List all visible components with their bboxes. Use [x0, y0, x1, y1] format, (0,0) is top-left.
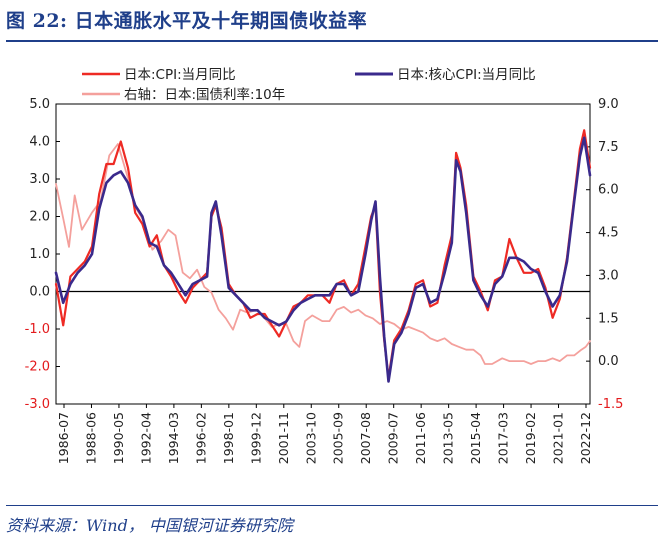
- x-tick-label: 1999-12: [248, 412, 263, 464]
- x-tick-label: 1990-05: [111, 412, 126, 464]
- legend-label-2: 右轴：日本:国债利率:10年: [124, 86, 285, 103]
- title-rule: [6, 40, 658, 42]
- y-left-tick-label: -3.0: [25, 397, 50, 412]
- x-tick-label: 2019-02: [523, 412, 538, 464]
- x-tick-label: 2005-09: [331, 412, 346, 464]
- x-tick-label: 1996-02: [193, 412, 208, 464]
- y-left-tick-label: -1.0: [25, 322, 50, 337]
- y-right-tick-label: 9.0: [598, 97, 619, 112]
- source-note: 资料来源：Wind， 中国银河证券研究院: [6, 516, 293, 535]
- x-tick-label: 2013-05: [441, 412, 456, 464]
- x-tick-label: 2017-03: [496, 412, 511, 464]
- chart-series-layer: [54, 129, 592, 383]
- x-tick-label: 1986-07: [56, 412, 71, 464]
- y-left-tick-label: 2.0: [29, 210, 50, 225]
- x-tick-label: 2022-12: [578, 412, 593, 464]
- y-right-tick-label: 6.0: [598, 183, 619, 198]
- y-right-tick-label: 4.5: [598, 226, 619, 241]
- x-tick-label: 1998-01: [221, 412, 236, 464]
- chart-axes: -3.0 -2.0 -1.0 0.0 1.0 2.0 3.0 4.0 5.0 -1.5 0.0 1.5…: [25, 97, 624, 464]
- x-tick-label: 1994-03: [166, 412, 181, 464]
- x-tick-label: 2015-04: [468, 412, 483, 464]
- x-tick-label: 1992-04: [138, 412, 153, 464]
- x-tick-label: 2021-01: [551, 412, 566, 464]
- x-tick-label: 1988-06: [83, 412, 98, 464]
- x-tick-label: 2009-07: [386, 412, 401, 464]
- figure-title: 图 22: 日本通胀水平及十年期国债收益率: [6, 10, 368, 32]
- series-line-0: [54, 129, 592, 379]
- x-tick-label: 2007-08: [358, 412, 373, 464]
- y-left-tick-label: 1.0: [29, 247, 50, 262]
- legend-label-1: 日本:核心CPI:当月同比: [397, 67, 536, 83]
- plot-frame: [55, 103, 591, 405]
- y-right-tick-label: -1.5: [598, 397, 623, 412]
- y-right-tick-label: 3.0: [598, 268, 619, 283]
- y-right-tick-label: 0.0: [598, 354, 619, 369]
- y-right-tick-label: 1.5: [598, 311, 619, 326]
- y-left-tick-label: 5.0: [29, 97, 50, 112]
- x-tick-label: 2011-06: [413, 412, 428, 464]
- x-tick-label: 2001-11: [276, 412, 291, 464]
- legend-label-0: 日本:CPI:当月同比: [124, 67, 236, 83]
- y-left-tick-label: -2.0: [25, 360, 50, 375]
- x-tick-label: 2003-10: [303, 412, 318, 464]
- y-left-tick-label: 4.0: [29, 135, 50, 150]
- series-line-2: [55, 143, 591, 365]
- source-rule: [6, 505, 658, 506]
- series-line-1: [54, 136, 592, 383]
- y-left-tick-label: 3.0: [29, 172, 50, 187]
- y-right-tick-label: 7.5: [598, 140, 619, 155]
- y-left-tick-label: 0.0: [29, 285, 50, 300]
